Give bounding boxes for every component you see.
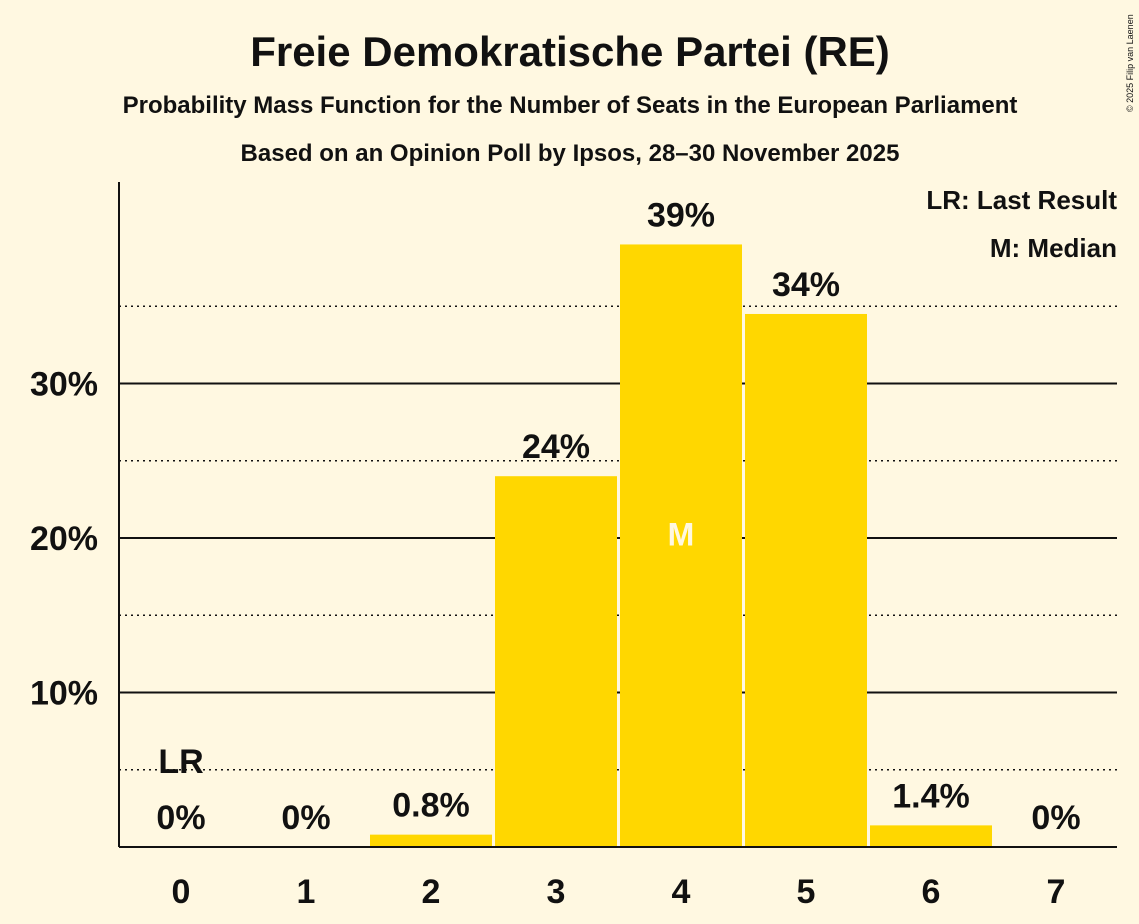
bar-seats-4 <box>620 244 742 847</box>
x-tick-label: 7 <box>1047 873 1066 911</box>
bar-seats-3 <box>495 476 617 847</box>
bar-seats-5 <box>745 313 867 848</box>
x-tick-label: 4 <box>672 873 691 911</box>
bar-seats-6 <box>870 825 992 847</box>
x-tick-label: 5 <box>797 873 816 911</box>
bar-value-label: 0% <box>281 799 330 837</box>
x-tick-label: 2 <box>422 873 441 911</box>
x-axis: 0 1 2 3 4 5 6 7 <box>119 846 1117 911</box>
y-tick-label: 30% <box>30 366 98 404</box>
y-axis: 10% 20% 30% <box>30 182 120 847</box>
y-tick-label: 20% <box>30 520 98 558</box>
bar-value-label: 39% <box>647 196 715 234</box>
median-marker: M <box>668 517 695 553</box>
bar-seats-2 <box>370 834 492 847</box>
bar-value-label: 34% <box>772 266 840 304</box>
bar-value-label: 24% <box>522 428 590 466</box>
gridlines <box>119 305 1117 771</box>
bar-value-labels: 0% 0% 0.8% 24% 39% 34% 1.4% 0% M LR <box>156 196 1080 837</box>
legend-median: M: Median <box>990 233 1117 263</box>
y-tick-label: 10% <box>30 675 98 713</box>
x-tick-label: 3 <box>547 873 566 911</box>
bar-value-label: 0% <box>156 799 205 837</box>
x-tick-label: 0 <box>172 873 191 911</box>
bar-value-label: 0% <box>1031 799 1080 837</box>
legend-last-result: LR: Last Result <box>926 185 1117 215</box>
copyright-notice: © 2025 Filip van Laenen <box>1125 14 1135 112</box>
x-tick-label: 1 <box>297 873 316 911</box>
chart-title: Freie Demokratische Partei (RE) <box>250 28 890 75</box>
bars <box>370 244 992 848</box>
last-result-marker: LR <box>158 743 203 781</box>
bar-value-label: 1.4% <box>892 777 970 815</box>
bar-value-label: 0.8% <box>392 787 470 825</box>
chart-source: Based on an Opinion Poll by Ipsos, 28–30… <box>241 140 900 167</box>
chart-subtitle: Probability Mass Function for the Number… <box>123 92 1018 119</box>
x-tick-label: 6 <box>922 873 941 911</box>
